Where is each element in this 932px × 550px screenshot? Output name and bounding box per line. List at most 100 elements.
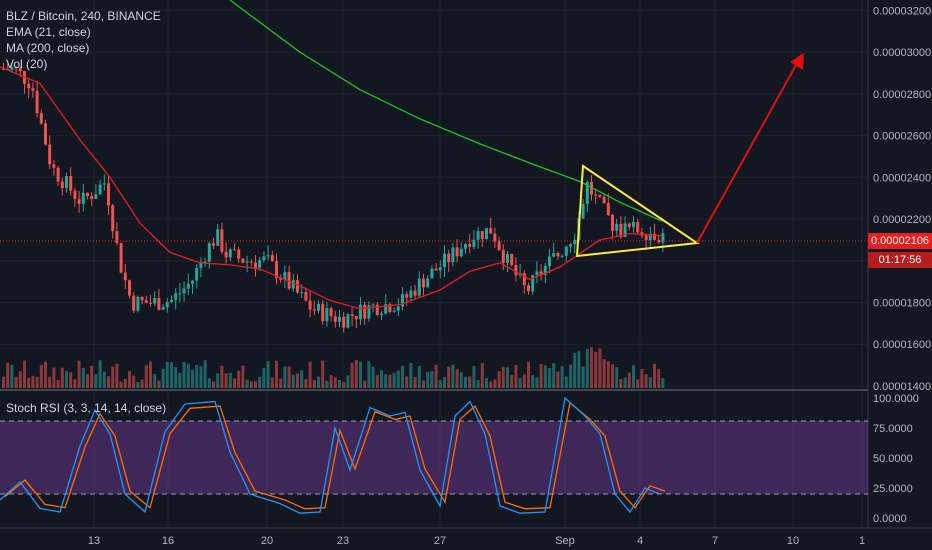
- candle-body: [602, 196, 606, 204]
- candle-body: [476, 231, 480, 240]
- candle-body: [44, 123, 47, 145]
- volume-bar: [636, 379, 640, 388]
- candle-body: [422, 278, 425, 288]
- candle-body: [527, 285, 530, 292]
- volume-bar: [296, 373, 299, 388]
- volume-bar: [65, 371, 68, 388]
- price-tick-label: 0.00002800: [873, 89, 931, 101]
- volume-bar: [522, 374, 526, 388]
- volume-bar: [275, 360, 278, 388]
- volume-bar: [170, 362, 173, 388]
- candle-body: [296, 280, 299, 293]
- candle-body: [573, 239, 577, 245]
- candle-body: [451, 247, 455, 263]
- volume-bar: [333, 377, 337, 388]
- candle-body: [136, 297, 140, 311]
- candle-body: [514, 265, 518, 276]
- volume-bar: [367, 361, 371, 388]
- volume-bar: [539, 364, 543, 388]
- candle-body: [338, 316, 341, 322]
- candle-body: [661, 232, 665, 243]
- volume-bar: [81, 367, 85, 388]
- triangle-pattern: [575, 164, 700, 258]
- candle-body: [157, 298, 161, 310]
- volume-bar: [602, 359, 606, 388]
- volume-bar: [594, 351, 598, 388]
- volume-bar: [598, 348, 602, 388]
- volume-bar: [262, 368, 266, 388]
- rsi-band: [0, 421, 868, 494]
- candle-body: [388, 304, 392, 312]
- legend-symbol[interactable]: BLZ / Bitcoin, 240, BINANCE: [6, 9, 161, 23]
- volume-bar: [375, 374, 379, 388]
- volume-bar: [312, 380, 316, 388]
- candle-body: [191, 280, 194, 284]
- candle-body: [90, 196, 94, 199]
- volume-bar: [300, 370, 304, 388]
- candle-body: [249, 261, 253, 263]
- volume-bar: [527, 361, 530, 388]
- volume-bar: [23, 360, 26, 388]
- candle-body: [359, 304, 362, 320]
- volume-bar: [396, 370, 400, 388]
- rsi-legend[interactable]: Stoch RSI (3, 3, 14, 14, close): [6, 401, 167, 415]
- volume-bar: [191, 369, 194, 388]
- candle-body: [623, 223, 627, 238]
- candle-body: [111, 205, 115, 232]
- candle-body: [405, 294, 409, 298]
- volume-bar: [338, 379, 341, 388]
- candle-body: [14, 67, 18, 69]
- volume-bar: [497, 371, 501, 388]
- volume-bar: [212, 381, 215, 388]
- candle-body: [291, 280, 295, 289]
- volume-bar: [14, 376, 18, 388]
- candle-body: [153, 298, 157, 304]
- legend-ema[interactable]: EMA (21, close): [6, 25, 91, 39]
- volume-bar: [77, 360, 81, 388]
- candle-body: [531, 274, 535, 292]
- candle-body: [468, 243, 472, 247]
- candle-body: [77, 198, 81, 204]
- time-axis: 13 16 20 23 27 Sep 4 7 10 1: [88, 535, 865, 547]
- volume-bar: [304, 378, 308, 388]
- volume-bar: [182, 361, 186, 388]
- volume-bar: [417, 365, 421, 388]
- candle-body: [543, 266, 547, 275]
- candle-body: [333, 316, 337, 322]
- volume-bar: [291, 374, 295, 388]
- volume-bar: [388, 374, 392, 388]
- volume-bar: [401, 365, 404, 388]
- candle-body: [186, 283, 190, 289]
- candle-body: [312, 309, 316, 311]
- volume-bar: [308, 361, 312, 388]
- volume-bars: [2, 347, 665, 388]
- volume-bar: [119, 381, 123, 388]
- candle-body: [409, 290, 413, 298]
- candle-body: [438, 267, 442, 271]
- volume-bar: [224, 373, 228, 388]
- volume-bar: [405, 376, 409, 388]
- candle-body: [287, 272, 291, 289]
- volume-bar: [501, 366, 505, 388]
- rsi-tick-label: 50.0000: [873, 453, 913, 465]
- legend-vol[interactable]: Vol (20): [6, 57, 48, 71]
- candle-body: [384, 304, 388, 314]
- candle-body: [199, 261, 203, 268]
- time-tick-label: Sep: [555, 535, 575, 547]
- volume-bar: [98, 360, 102, 388]
- volume-bar: [627, 372, 631, 388]
- price-tick-label: 0.00003000: [873, 47, 931, 59]
- candle-body: [241, 258, 245, 263]
- rsi-tick-label: 100.0000: [873, 393, 919, 405]
- candle-body: [615, 223, 619, 231]
- candle-body: [392, 310, 396, 312]
- volume-bar: [648, 377, 652, 388]
- volume-bar: [623, 377, 627, 388]
- candle-body: [380, 313, 383, 315]
- volume-bar: [237, 370, 241, 388]
- volume-bar: [506, 367, 509, 388]
- candle-body: [342, 316, 346, 328]
- candle-body: [653, 233, 656, 240]
- legend-ma[interactable]: MA (200, close): [6, 41, 90, 55]
